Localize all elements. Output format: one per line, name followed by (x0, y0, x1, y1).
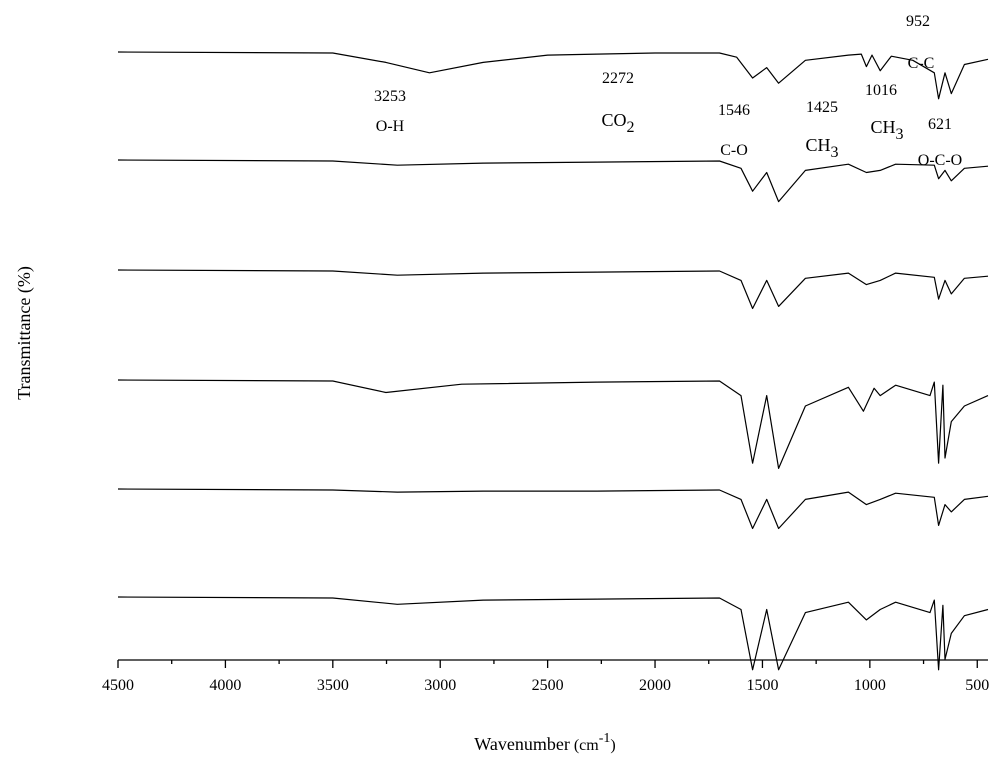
annotation-label: C-O (720, 142, 748, 159)
annotation-wavenumber: 2272 (602, 70, 634, 87)
x-ticks-group: 4500 4000 3500 3000 2500 2000 1500 1000 500 (102, 660, 989, 694)
annotations-group: 3253O-H2272CO21546C-O1425CH31016CH3952C-… (374, 13, 962, 169)
spectrum-line-3 (117, 269, 989, 310)
annotation-group-label: C-O (720, 142, 748, 159)
spectrum-line-6 (117, 596, 989, 671)
x-tick-label: 1500 (746, 677, 778, 694)
annotation-wavenumber: 3253 (374, 88, 406, 105)
annotation-label: CH (805, 135, 830, 155)
x-axis-title-unit-exp: -1 (599, 731, 611, 746)
annotation-subscript: 2 (627, 119, 635, 136)
annotation-wavenumber: 952 (906, 13, 930, 30)
x-axis-title-word: Wavenumber (474, 734, 570, 754)
x-tick-label: 500 (965, 677, 989, 694)
x-axis-title: Wavenumber (cm-1) (474, 731, 615, 754)
annotation-wavenumber: 1016 (865, 82, 897, 99)
x-tick-label: 4000 (209, 677, 241, 694)
x-axis-title-unit: cm (579, 737, 599, 754)
annotation-group-label: O-C-O (918, 152, 962, 169)
x-tick-label: 3000 (424, 677, 456, 694)
annotation-group-label: CO2 (601, 110, 634, 136)
x-tick-label: 1000 (854, 677, 886, 694)
x-tick-label: 3500 (317, 677, 349, 694)
annotation-group-label: CH3 (870, 117, 903, 143)
annotation-label: CO (601, 110, 626, 130)
spectra-group (117, 51, 989, 671)
annotation-subscript: 3 (831, 144, 839, 161)
x-tick-label: 2500 (532, 677, 564, 694)
annotation-group-label: C-C (908, 55, 935, 72)
annotation-wavenumber: 1425 (806, 99, 838, 116)
spectrum-line-4 (117, 379, 989, 469)
x-tick-label: 4500 (102, 677, 134, 694)
annotation-label: O-C-O (918, 152, 962, 169)
annotation-group-label: O-H (376, 118, 405, 135)
y-axis-title: Transmittance (%) (14, 266, 35, 400)
annotation-group-label: CH3 (805, 135, 838, 161)
annotation-label: CH (870, 117, 895, 137)
spectrum-line-5 (117, 488, 989, 530)
spectrum-line-2 (117, 159, 989, 203)
annotation-subscript: 3 (896, 126, 904, 143)
annotation-wavenumber: 621 (928, 116, 952, 133)
x-tick-label: 2000 (639, 677, 671, 694)
spectrum-line-1 (117, 51, 989, 100)
annotation-label: C-C (908, 55, 935, 72)
annotation-label: O-H (376, 118, 405, 135)
annotation-wavenumber: 1546 (718, 102, 750, 119)
